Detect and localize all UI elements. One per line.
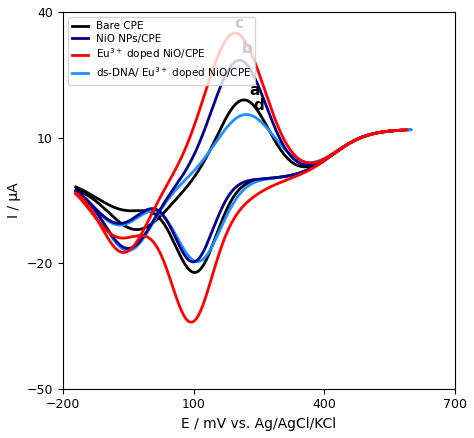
Text: b: b — [241, 41, 252, 56]
Y-axis label: I / μA: I / μA — [7, 183, 21, 218]
Text: c: c — [234, 16, 243, 31]
X-axis label: E / mV vs. Ag/AgCl/KCl: E / mV vs. Ag/AgCl/KCl — [182, 417, 337, 431]
Text: a: a — [249, 83, 260, 98]
Legend: Bare CPE, NiO NPs/CPE, Eu$^{3+}$ doped NiO/CPE, ds-DNA/ Eu$^{3+}$ doped NiO/CPE: Bare CPE, NiO NPs/CPE, Eu$^{3+}$ doped N… — [68, 17, 255, 85]
Text: d: d — [254, 98, 264, 113]
